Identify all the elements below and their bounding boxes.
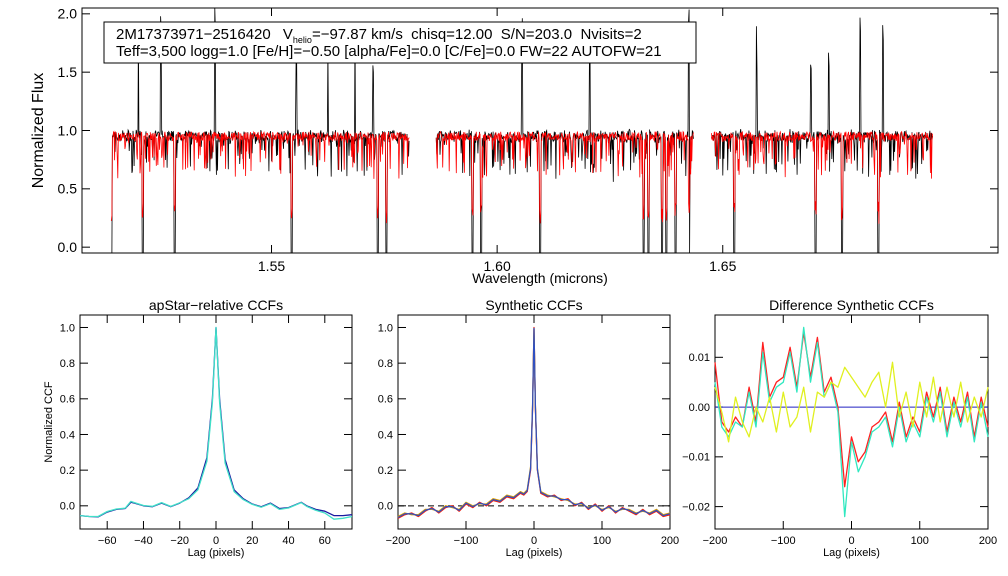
y-tick-label: 1.0 [378,322,393,334]
y-tick-label: 1.0 [58,122,78,138]
y-tick-label: 0.4 [60,429,75,441]
ccf-line-diff-3 [714,361,989,443]
x-tick-label: −60 [98,535,117,547]
y-axis-label: Normalized CCF [43,381,55,463]
y-tick-label: 0.4 [378,429,393,441]
star-id: 2M17373971−2516420 [116,26,271,43]
x-tick-label: 1.55 [258,258,285,274]
chart-title: Synthetic CCFs [485,297,582,313]
x-axis-label: Lag (pixels) [506,547,563,559]
x-tick-label: 0 [531,535,537,547]
y-axis-label: Normalized Flux [30,73,47,189]
x-tick-label: 100 [911,535,929,547]
x-tick-label: 100 [593,535,611,547]
y-tick-label: 0.2 [60,465,75,477]
x-tick-label: 1.65 [709,258,736,274]
difference-ccf-panel: −200 −100 0 100 200 −0.02 −0.01 0.00 0.01 Differe… [682,297,997,559]
ccf-line-diff-1 [714,331,989,488]
x-tick-label: −200 [386,535,411,547]
ccf-line-template-3 [397,327,671,518]
y-tick-label: 0.6 [60,394,75,406]
vhelio-label: V [283,26,293,43]
y-tick-label: 1.5 [58,64,78,80]
header-stats: =−97.87 km/s chisq=12.00 S/N=203.0 Nvisi… [312,26,642,43]
ccf-line-visit-2 [79,326,353,520]
chart-title: Difference Synthetic CCFs [769,297,934,313]
header-params: Teff=3,500 logg=1.0 [Fe/H]=−0.50 [alpha/… [116,43,662,60]
ccf-line-diff-2 [714,326,989,518]
y-tick-label: 0.0 [60,501,75,513]
x-tick-label: 200 [979,535,997,547]
y-tick-label: 0.00 [689,402,710,414]
vhelio-subscript: helio [293,35,312,45]
spectrum-panel: 1.55 1.60 1.65 0.0 0.5 1.0 1.5 2.0 Wavelength (m… [30,6,999,286]
y-tick-label: 0.01 [689,352,710,364]
info-box: 2M17373971−2516420 Vhelio=−97.87 km/s ch… [103,21,697,64]
x-tick-label: 0 [213,535,219,547]
x-axis-label: Lag (pixels) [823,547,880,559]
y-tick-label: −0.02 [682,501,710,513]
y-tick-label: 2.0 [58,6,78,22]
y-tick-label: 0.2 [378,465,393,477]
x-axis-label: Lag (pixels) [188,547,245,559]
x-tick-label: −100 [771,535,796,547]
x-tick-label: −20 [170,535,189,547]
x-tick-label: 60 [319,535,331,547]
apstar-ccf-panel: −60 −40 −20 0 20 40 60 0.0 0.2 0.4 0.6 0.8 1.0 apStar… [43,297,353,559]
y-tick-label: 0.0 [58,239,78,255]
spectrum-line-model [110,130,933,224]
x-tick-label: 0 [848,535,854,547]
x-tick-label: −100 [454,535,479,547]
ccf-line-visit-1 [79,326,353,518]
x-tick-label: −40 [134,535,153,547]
x-axis-label: Wavelength (microns) [472,270,608,286]
y-tick-label: 0.8 [378,358,393,370]
x-tick-label: 40 [282,535,294,547]
x-tick-label: 20 [246,535,258,547]
x-tick-label: 1.60 [484,258,511,274]
synthetic-ccf-panel: −200 −100 0 100 200 0.0 0.2 0.4 0.6 0.8 1.0 Synthet… [378,297,679,559]
y-tick-label: 0.5 [58,181,78,197]
x-tick-label: −200 [703,535,728,547]
x-tick-label: 200 [661,535,679,547]
chart-title: apStar−relative CCFs [149,297,283,313]
plot-frame [79,314,353,530]
y-tick-label: 0.6 [378,394,393,406]
svg-text:2M17373971−2516420 Vheli: 2M17373971−2516420 Vhelio=−97.87 km/s ch… [116,26,642,45]
y-tick-label: 0.8 [60,358,75,370]
y-tick-label: −0.01 [682,452,710,464]
y-tick-label: 0.0 [378,501,393,513]
y-tick-label: 1.0 [60,322,75,334]
